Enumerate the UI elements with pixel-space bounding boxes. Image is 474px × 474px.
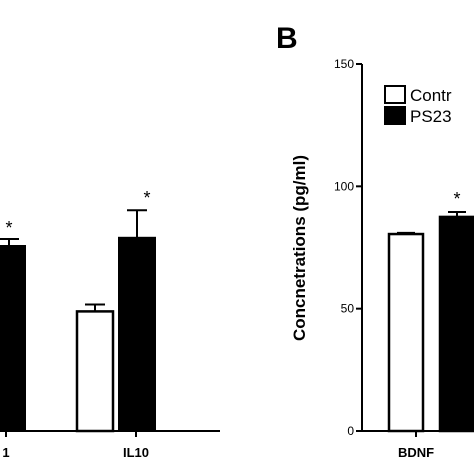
legend: Contr PS23 xyxy=(384,85,452,126)
bar-ps23-bdnf xyxy=(438,215,474,433)
panel-b-label: B xyxy=(276,22,298,55)
legend-label-control: Contr xyxy=(410,86,452,105)
x-tick-label: BDNF xyxy=(398,445,434,460)
y-tick-label: 50 xyxy=(341,302,355,316)
significance-marker: * xyxy=(143,188,150,208)
panel-a-chart: 1 IL10 * * xyxy=(0,188,220,460)
y-axis-label: Concnetrations (pg/ml) xyxy=(290,155,309,341)
significance-marker: * xyxy=(453,189,460,209)
panel-b-chart: B Concnetrations (pg/ml) 0 50 100 150 * Con… xyxy=(276,22,474,460)
x-tick-label: IL10 xyxy=(123,445,149,460)
y-tick-label: 100 xyxy=(334,179,354,193)
bar-ps23-il10 xyxy=(118,236,156,432)
bars: * xyxy=(387,189,474,433)
x-tick-label: 1 xyxy=(2,445,9,460)
y-tick-label: 0 xyxy=(347,424,354,438)
bar-partial xyxy=(0,245,26,431)
significance-marker: * xyxy=(5,218,12,238)
legend-swatch-control xyxy=(384,85,406,104)
y-tick-label: 150 xyxy=(334,57,354,71)
bar-control-il10 xyxy=(75,310,115,433)
legend-swatch-ps23 xyxy=(384,106,406,125)
legend-label-ps23: PS23 xyxy=(410,107,452,126)
y-tick-labels: 0 50 100 150 xyxy=(334,57,362,438)
bar-control-bdnf xyxy=(387,232,425,433)
